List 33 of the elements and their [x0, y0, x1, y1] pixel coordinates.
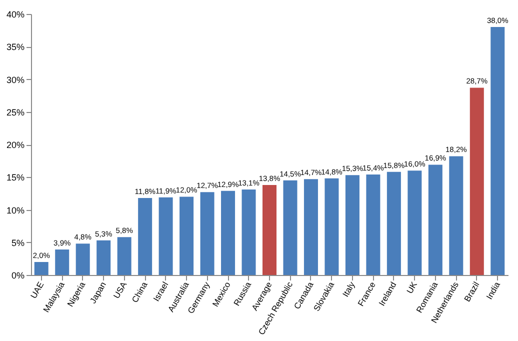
bar	[262, 184, 276, 275]
bar	[158, 197, 173, 275]
bar	[55, 250, 70, 275]
bar	[408, 170, 422, 275]
bar	[96, 240, 111, 275]
bar	[242, 190, 256, 275]
y-tick-label: 10%	[6, 205, 24, 216]
y-tick-label: 30%	[6, 74, 24, 85]
y-tick-label: 5%	[11, 238, 24, 248]
bar	[221, 190, 236, 275]
x-tick-label: UK	[404, 280, 420, 296]
bar	[386, 172, 401, 275]
y-tick-label: 40%	[6, 10, 24, 20]
bar	[304, 179, 318, 275]
bar	[117, 237, 132, 275]
y-tick-label: 0%	[11, 270, 24, 280]
bar	[76, 244, 90, 275]
bar	[180, 196, 194, 275]
y-tick-label: 25%	[6, 107, 24, 118]
y-tick-label: 15%	[6, 172, 24, 183]
bar	[490, 27, 505, 275]
bar	[470, 88, 484, 275]
bar	[366, 174, 380, 275]
bar	[449, 156, 464, 275]
bar	[138, 198, 152, 275]
bar	[324, 178, 339, 275]
bar	[34, 262, 48, 275]
bar	[428, 164, 442, 275]
bar	[283, 180, 298, 275]
bar	[200, 192, 214, 275]
y-tick-label: 35%	[6, 42, 24, 52]
y-tick-label: 20%	[6, 140, 24, 150]
bar	[345, 175, 360, 275]
